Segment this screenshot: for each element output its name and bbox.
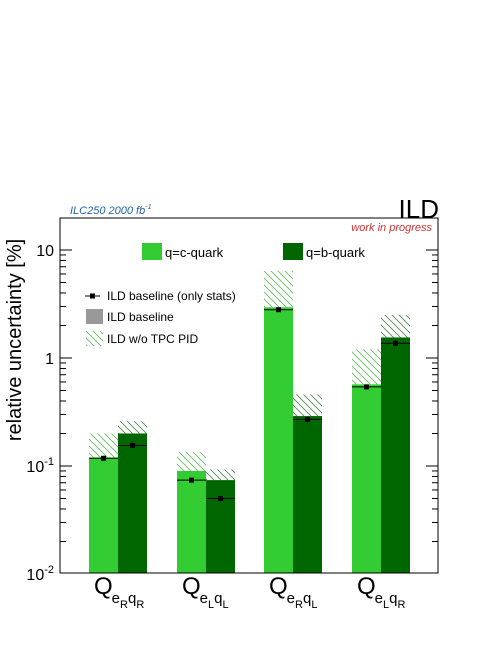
hatch-band-c-2 [264, 270, 293, 308]
bar-c-1 [177, 470, 206, 573]
hatch-band-c-1 [177, 451, 206, 471]
bars-layer [89, 270, 410, 573]
status-label: work in progress [351, 222, 432, 234]
stats-marker-c-0 [101, 455, 106, 461]
y-axis-label: relative uncertainty [%] [4, 239, 26, 441]
hatch-band-c-3 [352, 349, 381, 385]
hatch-band-b-3 [381, 315, 410, 338]
plot-frame [59, 217, 439, 574]
bar-b-3 [381, 337, 410, 573]
x-category-label: QeRqR [94, 573, 144, 611]
bar-c-2 [264, 307, 293, 573]
bar-b-1 [206, 480, 235, 573]
legend-label-stats: ILD baseline (only stats) [107, 289, 236, 303]
y-ticks: 10-2 10-1 1 10 [26, 243, 438, 584]
bar-b-2 [293, 416, 322, 573]
x-category-label: QeRqL [269, 573, 317, 611]
y-tick-label: 10-2 [26, 564, 54, 584]
legend-label-no-tpc: ILD w/o TPC PID [107, 332, 198, 346]
y-tick-label: 10 [36, 243, 54, 260]
hatch-band-b-2 [293, 394, 322, 417]
stats-marker-b-1 [218, 496, 223, 502]
stats-marker-b-2 [305, 416, 310, 422]
experiment-label: ILD [399, 194, 439, 224]
legend-swatch-b-quark [283, 243, 303, 260]
stats-marker-c-2 [276, 307, 281, 313]
luminosity-label: ILC250 2000 fb-1 [70, 204, 152, 217]
hatch-band-b-1 [206, 469, 235, 481]
bar-c-0 [89, 457, 118, 573]
stats-marker-b-3 [393, 340, 398, 346]
bar-b-0 [118, 433, 147, 573]
legend-swatch-c-quark [142, 243, 162, 260]
stats-marker-b-0 [130, 442, 135, 448]
hatch-band-b-0 [118, 421, 147, 434]
legend-stats-marker [90, 293, 95, 299]
bar-c-3 [352, 384, 381, 573]
y-tick-label: 10-1 [26, 456, 54, 476]
stats-marker-c-1 [189, 477, 194, 483]
legend-hatch-swatch [86, 331, 103, 346]
hatch-band-c-0 [89, 433, 118, 458]
legend-label-baseline: ILD baseline [107, 310, 174, 324]
legend-baseline-swatch [86, 309, 103, 324]
legend-label-b-quark: q=b-quark [306, 245, 365, 260]
x-category-label: QeLqL [182, 573, 229, 611]
x-category-labels: QeRqR QeLqL QeRqL QeLqR [94, 573, 405, 611]
legend-label-c-quark: q=c-quark [165, 245, 224, 260]
y-tick-label: 1 [45, 351, 54, 368]
stats-marker-c-3 [364, 384, 369, 390]
x-category-label: QeLqR [357, 573, 405, 611]
legend: q=c-quark q=b-quark ILD baseline (only s… [85, 243, 365, 346]
